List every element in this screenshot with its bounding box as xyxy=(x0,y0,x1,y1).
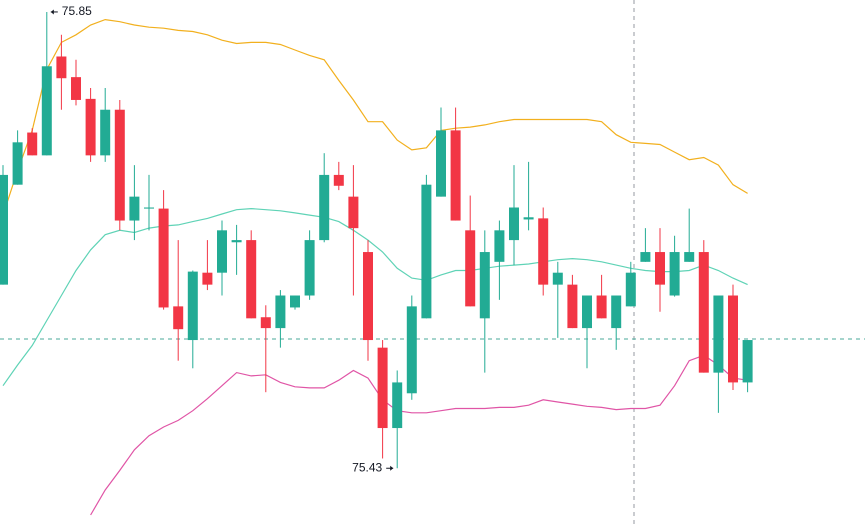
candle-body xyxy=(494,230,505,262)
candle-body xyxy=(450,130,461,221)
candle-body xyxy=(436,130,446,197)
candle-body xyxy=(158,208,169,308)
candle-body xyxy=(231,240,242,243)
candle-body xyxy=(406,306,417,394)
candle-body xyxy=(582,295,592,329)
candle-body xyxy=(0,174,8,285)
candle-body xyxy=(611,295,622,329)
candle-body xyxy=(728,295,738,383)
candle-body xyxy=(377,347,388,429)
candle-body xyxy=(71,77,81,100)
candle-body xyxy=(479,252,490,319)
candle-body xyxy=(640,252,651,262)
candle-body xyxy=(246,240,257,319)
candle-body xyxy=(538,218,549,285)
candle-body xyxy=(319,174,330,241)
candle-body xyxy=(217,230,227,273)
candle-body xyxy=(348,196,359,229)
candle-body xyxy=(260,317,271,329)
band-line xyxy=(90,354,748,516)
candle-body xyxy=(421,184,432,319)
candle-body xyxy=(202,272,213,285)
candle-body xyxy=(552,272,563,285)
candle-body xyxy=(509,207,519,241)
candle-body xyxy=(304,240,315,296)
annotation: 75.43 xyxy=(352,460,382,474)
candle-body xyxy=(27,132,38,156)
candle-body xyxy=(144,207,154,209)
band-line xyxy=(2,207,748,387)
candle-body xyxy=(363,252,373,341)
arrow-head xyxy=(50,9,54,15)
candle-body xyxy=(85,98,96,156)
candle-body xyxy=(742,340,753,383)
arrow-head xyxy=(390,465,394,471)
band-line xyxy=(2,18,748,216)
candle-body xyxy=(129,196,140,221)
candle-body xyxy=(173,306,184,330)
candle-body xyxy=(655,252,665,285)
candle-body xyxy=(625,272,636,307)
candle-body xyxy=(713,295,724,373)
candle-body xyxy=(596,295,607,319)
candle-body xyxy=(523,217,534,220)
candle-body xyxy=(465,230,476,307)
candle-body xyxy=(41,66,52,156)
candle-body xyxy=(290,295,300,308)
candle-body xyxy=(333,174,344,186)
candle-body xyxy=(392,382,403,429)
candle-body xyxy=(100,109,111,156)
candle-body xyxy=(114,109,125,221)
candle-body xyxy=(684,252,695,262)
candle-body xyxy=(669,252,680,296)
candle-body xyxy=(698,252,709,373)
candle-body xyxy=(275,295,286,329)
candle-body xyxy=(56,56,67,79)
candle-body xyxy=(12,142,23,185)
annotation: 75.85 xyxy=(62,4,92,18)
candle-body xyxy=(187,271,198,341)
candle-body xyxy=(567,284,578,329)
